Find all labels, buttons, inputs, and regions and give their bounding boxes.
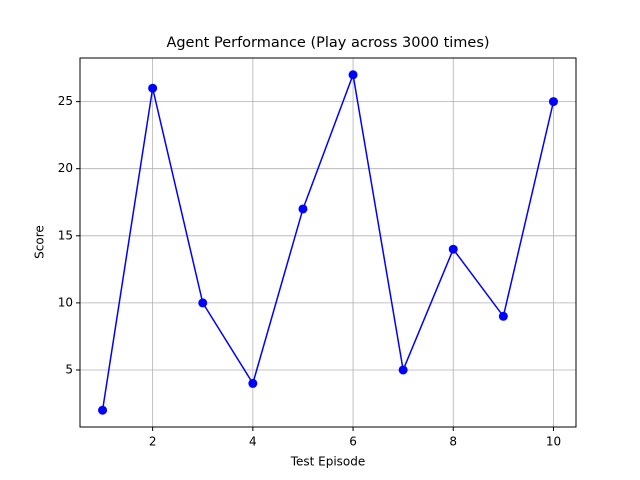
y-tick-label: 5 <box>65 362 73 376</box>
plot <box>98 70 558 415</box>
y-tick-label: 15 <box>58 228 73 242</box>
x-axis-label: Test Episode <box>290 455 366 469</box>
y-tick-label: 20 <box>58 161 73 175</box>
x-tick-label: 2 <box>149 435 157 449</box>
x-tick-label: 4 <box>249 435 257 449</box>
marker <box>198 298 208 308</box>
y-axis-label: Score <box>33 225 47 259</box>
marker <box>348 70 358 80</box>
x-tick-label: 6 <box>349 435 357 449</box>
x-tick-label: 10 <box>546 435 561 449</box>
chart-title: Agent Performance (Play across 3000 time… <box>166 35 489 51</box>
grid <box>80 58 576 427</box>
y-tick-label: 10 <box>58 295 73 309</box>
marker <box>448 244 458 254</box>
marker <box>298 204 308 214</box>
line <box>101 71 555 411</box>
marker <box>248 378 258 388</box>
y-tick-label: 25 <box>58 94 73 108</box>
marker <box>148 83 158 93</box>
marker <box>498 311 508 321</box>
marker <box>98 405 108 415</box>
marker <box>398 365 408 375</box>
x-tick-label: 8 <box>449 435 457 449</box>
axes-frame <box>79 57 577 428</box>
marker <box>548 97 558 107</box>
